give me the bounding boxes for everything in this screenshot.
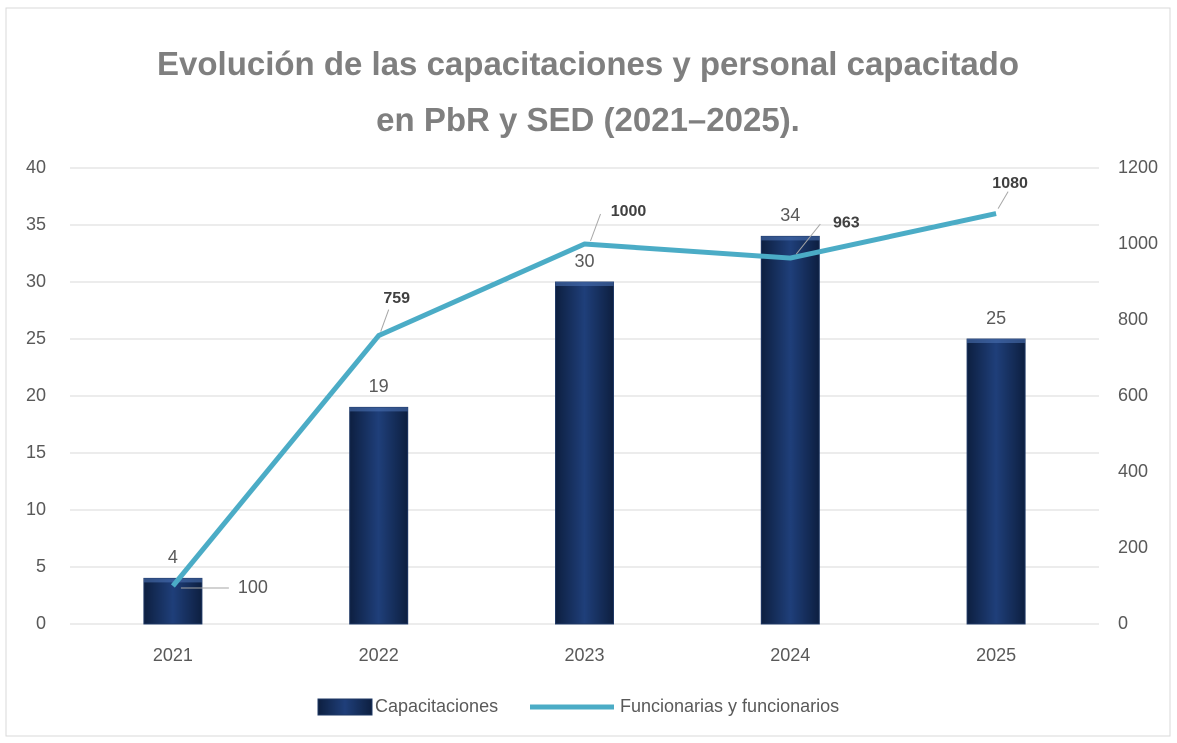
bar	[349, 406, 409, 625]
bar-value-label: 4	[168, 547, 178, 567]
line-value-label: 963	[833, 214, 860, 231]
x-tick-label: 2021	[153, 645, 193, 665]
line-value-label: 759	[383, 290, 410, 307]
y-tick-label: 25	[26, 328, 46, 348]
legend-swatch	[317, 698, 373, 716]
bar-highlight	[555, 282, 614, 286]
leader-line	[997, 191, 1009, 209]
y-tick-label: 0	[36, 613, 46, 633]
chart-border	[5, 7, 1171, 737]
y-tick-label: 10	[26, 499, 46, 519]
bar	[555, 281, 614, 625]
y2-tick-label: 0	[1118, 613, 1128, 633]
y2-tick-label: 400	[1118, 461, 1148, 481]
bar	[760, 235, 820, 625]
bar-highlight	[143, 578, 202, 583]
chart-title: Evolución de las capacitaciones y person…	[157, 45, 1019, 138]
leader-line	[590, 213, 601, 242]
line-value-label: 1000	[611, 203, 647, 220]
bar-highlight	[349, 407, 408, 412]
line-value-label: 1080	[992, 175, 1028, 192]
y2-tick-label: 1200	[1118, 157, 1158, 177]
y-tick-label: 5	[36, 556, 46, 576]
leader-line	[380, 309, 390, 332]
bar-value-label: 30	[574, 251, 594, 271]
y-tick-label: 40	[26, 157, 46, 177]
leader-line	[795, 223, 821, 255]
y-tick-label: 20	[26, 385, 46, 405]
y2-tick-label: 800	[1118, 309, 1148, 329]
y2-tick-label: 200	[1118, 537, 1148, 557]
x-tick-label: 2023	[564, 645, 604, 665]
x-tick-label: 2022	[359, 645, 399, 665]
legend-label: Funcionarias y funcionarios	[620, 696, 839, 716]
y-tick-label: 15	[26, 442, 46, 462]
bar-value-label: 19	[369, 376, 389, 396]
y-tick-label: 35	[26, 214, 46, 234]
bar-highlight	[967, 339, 1026, 343]
x-tick-label: 2025	[976, 645, 1016, 665]
line-series	[170, 211, 997, 588]
y2-tick-label: 1000	[1118, 233, 1158, 253]
bar-value-label: 34	[780, 205, 800, 225]
legend-label: Capacitaciones	[375, 696, 498, 716]
y-tick-label: 30	[26, 271, 46, 291]
y2-tick-label: 600	[1118, 385, 1148, 405]
bar-value-label: 25	[986, 308, 1006, 328]
bar-highlight	[761, 236, 820, 241]
x-tick-label: 2024	[770, 645, 810, 665]
line-value-label: 100	[238, 577, 268, 597]
bar	[966, 338, 1026, 625]
